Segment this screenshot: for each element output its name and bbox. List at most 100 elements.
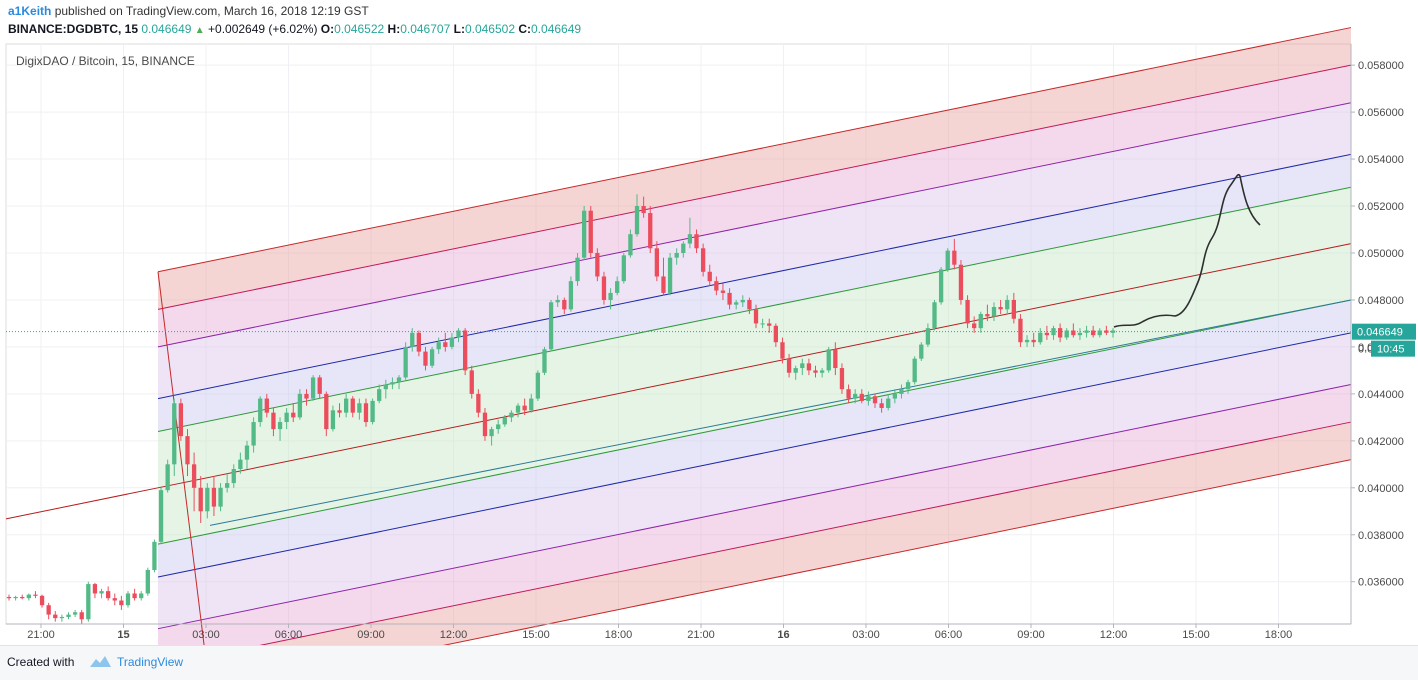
time-tick-label: 18:00 (1265, 629, 1293, 641)
candle-up (429, 349, 435, 366)
candle-down (700, 248, 706, 272)
chart-header: a1Keith published on TradingView.com, Ma… (0, 0, 1418, 44)
candle-up (277, 422, 283, 430)
candle-up (542, 349, 547, 373)
candle-down (707, 271, 712, 282)
candle-up (165, 464, 170, 491)
candle-up (496, 424, 501, 430)
candle-up (258, 398, 263, 423)
candle-down (271, 412, 276, 430)
candle-up (819, 370, 825, 373)
time-tick-label: 06:00 (275, 629, 303, 641)
candle-up (681, 243, 686, 253)
time-tick-label: 16 (777, 629, 789, 641)
candle-down (859, 393, 864, 401)
candle-up (912, 358, 917, 383)
candle-up (740, 299, 745, 303)
candle-down (443, 342, 448, 347)
candle-down (753, 309, 759, 324)
candle-down (1044, 332, 1050, 336)
candle-up (218, 487, 223, 507)
candle-down (92, 584, 98, 594)
candle-up (377, 389, 382, 401)
candle-up (344, 398, 349, 413)
channel-start-edge (157, 271, 205, 645)
candle-up (905, 382, 911, 390)
candle-down (1091, 330, 1096, 336)
candle-up (1005, 299, 1010, 310)
candle-up (1038, 332, 1043, 343)
candle-down (106, 591, 111, 599)
candle-up (1024, 339, 1030, 343)
candle-up (59, 616, 65, 619)
candle-down (965, 299, 970, 324)
candle-up (172, 403, 177, 465)
candle-up (1097, 330, 1102, 336)
candle-up (66, 614, 71, 617)
candles (6, 194, 1116, 624)
regression-channel (5, 27, 1352, 645)
candle-down (178, 403, 184, 437)
candle-down (747, 299, 752, 310)
price-tick-label: 0.038000 (1358, 530, 1404, 542)
time-tick-label: 15:00 (1182, 629, 1210, 641)
price-tick-label: 0.044000 (1358, 389, 1404, 401)
low-value: 0.046502 (464, 22, 515, 36)
channel-line (157, 64, 1352, 310)
candle-up (403, 346, 408, 378)
candle-down (462, 330, 468, 371)
hand-drawn-projection (1113, 173, 1261, 328)
candle-down (1071, 330, 1076, 336)
candle-up (86, 584, 91, 620)
candle-up (125, 593, 131, 606)
time-to-close-badge (1371, 340, 1415, 357)
price-chart[interactable]: 0.036000 0.038000 0.040000 0.042000 0.044000… (0, 0, 1418, 645)
author-link[interactable]: a1Keith (8, 4, 52, 18)
candle-down (654, 248, 660, 277)
candle-down (191, 464, 197, 488)
tradingview-cloud-icon (87, 653, 113, 674)
time-tick-label: 15:00 (522, 629, 550, 641)
candle-down (595, 252, 600, 277)
candle-up (99, 591, 104, 594)
candle-up (1110, 330, 1116, 333)
candle-up (72, 612, 78, 615)
candle-up (456, 330, 461, 338)
up-arrow-icon: ▲ (194, 25, 205, 36)
candle-down (813, 370, 818, 373)
price-tick-label: 0.042000 (1358, 436, 1404, 448)
channel-band (158, 299, 1351, 578)
symbol-label: BINANCE:DGDBTC, 15 (8, 22, 139, 36)
candle-up (13, 596, 18, 599)
candle-up (449, 337, 455, 347)
last-price: 0.046649 (141, 22, 192, 36)
time-tick-label: 06:00 (935, 629, 963, 641)
candle-up (297, 393, 303, 418)
candle-down (39, 595, 45, 606)
candle-up (370, 400, 375, 423)
candle-down (363, 403, 369, 423)
candle-up (899, 389, 904, 394)
candle-down (972, 323, 977, 329)
candle-up (436, 342, 441, 350)
candle-up (502, 417, 507, 425)
candle-down (522, 405, 527, 411)
time-axis[interactable]: 21:00 15 03:00 06:00 09:00 12:00 15:00 18:00 21:… (6, 623, 1351, 641)
close-value: 0.046649 (531, 22, 582, 36)
candle-up (357, 403, 362, 413)
price-axis[interactable]: 0.036000 0.038000 0.040000 0.042000 0.044000… (1350, 44, 1418, 624)
candle-down (872, 396, 878, 404)
candle-up (581, 210, 587, 258)
candle-up (244, 445, 250, 460)
candle-up (938, 269, 944, 303)
candle-down (833, 349, 838, 369)
tradingview-link[interactable]: TradingView (117, 655, 184, 669)
candle-up (991, 306, 997, 317)
candle-up (634, 206, 640, 235)
candle-up (548, 302, 554, 350)
candle-down (998, 306, 1003, 310)
candle-up (152, 541, 157, 570)
chart-title: DigixDAO / Bitcoin, 15, BINANCE (16, 54, 195, 68)
candle-down (198, 487, 203, 512)
plot-area[interactable] (5, 43, 1352, 625)
